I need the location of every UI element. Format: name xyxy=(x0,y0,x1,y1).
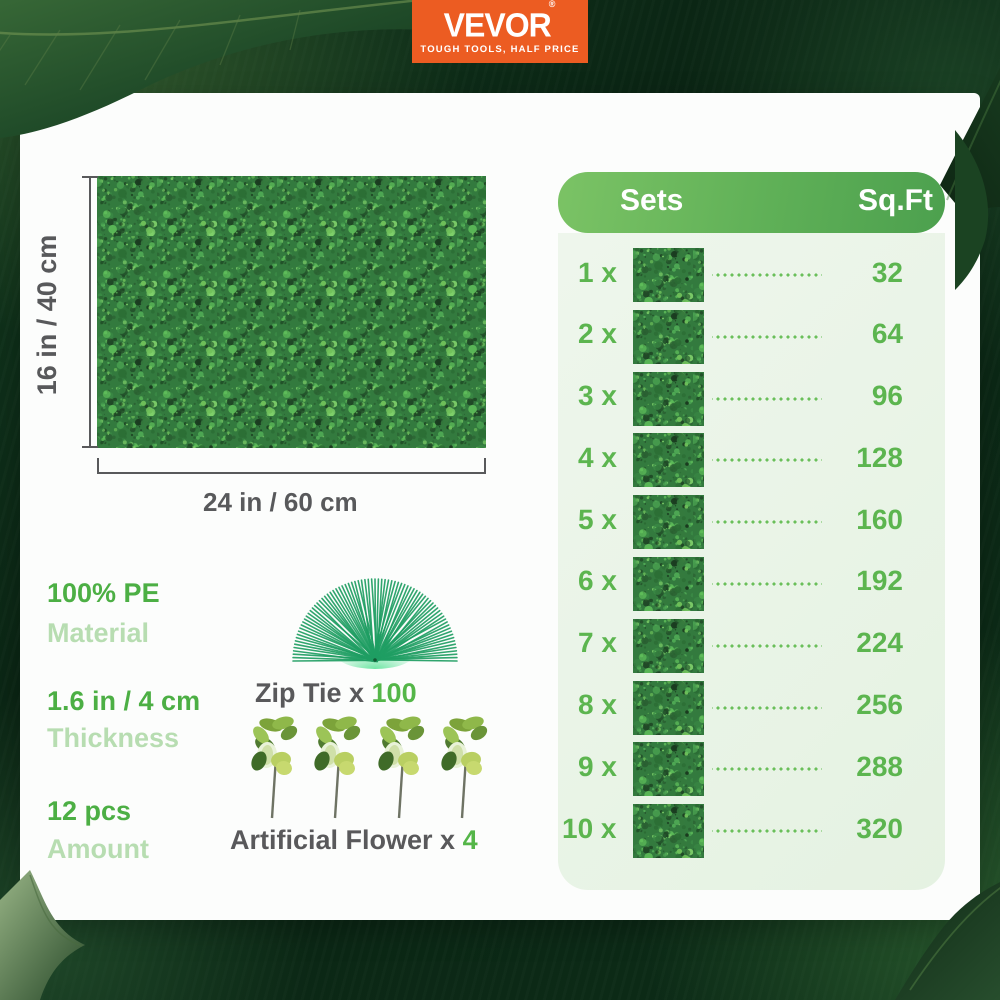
svg-text:16 in / 40 cm: 16 in / 40 cm xyxy=(32,235,62,396)
